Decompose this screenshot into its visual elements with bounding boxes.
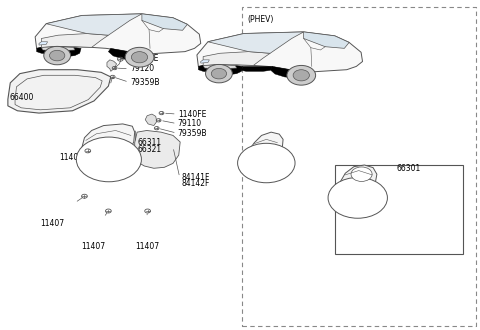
Circle shape (76, 137, 142, 182)
Circle shape (205, 64, 232, 83)
Circle shape (125, 48, 154, 67)
Circle shape (328, 178, 387, 218)
Text: 79359B: 79359B (178, 129, 207, 138)
Text: 66311: 66311 (137, 139, 161, 148)
Text: 11407: 11407 (135, 242, 159, 251)
Polygon shape (46, 14, 142, 35)
Circle shape (351, 167, 372, 182)
Text: 84141F: 84141F (181, 173, 209, 182)
Polygon shape (198, 65, 243, 75)
Polygon shape (145, 114, 157, 126)
Text: 79110: 79110 (178, 119, 202, 128)
Text: (PHEV): (PHEV) (247, 16, 274, 24)
Polygon shape (197, 32, 362, 72)
Polygon shape (208, 32, 304, 53)
Text: 84142F: 84142F (181, 179, 209, 188)
Polygon shape (241, 66, 273, 71)
Polygon shape (108, 48, 144, 60)
Circle shape (211, 68, 227, 79)
Text: 66318L: 66318L (351, 194, 380, 203)
Text: 1140FE: 1140FE (130, 54, 158, 63)
Polygon shape (82, 124, 135, 166)
Polygon shape (247, 132, 283, 169)
Polygon shape (270, 66, 306, 78)
Polygon shape (135, 130, 180, 168)
Polygon shape (304, 32, 349, 48)
Bar (242, 7, 476, 326)
Polygon shape (142, 14, 187, 30)
Polygon shape (337, 165, 377, 204)
Text: 66301: 66301 (397, 164, 421, 173)
Circle shape (287, 65, 316, 85)
Polygon shape (107, 60, 117, 71)
Polygon shape (41, 34, 108, 48)
Polygon shape (41, 47, 75, 50)
Polygon shape (39, 42, 48, 45)
Bar (335, 165, 463, 254)
Circle shape (132, 51, 148, 63)
Text: 79359B: 79359B (130, 78, 159, 87)
Polygon shape (201, 60, 209, 63)
Polygon shape (203, 51, 270, 65)
Polygon shape (8, 70, 111, 113)
Circle shape (293, 70, 310, 81)
Text: 11407: 11407 (40, 219, 64, 228)
Polygon shape (36, 47, 81, 56)
Text: 66321: 66321 (249, 156, 273, 166)
Text: 1140FE: 1140FE (178, 110, 206, 118)
Polygon shape (203, 65, 237, 69)
Text: 79120: 79120 (130, 64, 154, 73)
Polygon shape (35, 14, 201, 54)
Text: 66321: 66321 (137, 145, 161, 154)
Text: 66400: 66400 (9, 93, 34, 102)
Text: 11407: 11407 (81, 242, 105, 251)
Circle shape (49, 50, 65, 61)
Circle shape (44, 47, 71, 65)
Circle shape (238, 143, 295, 183)
Text: 11407: 11407 (59, 153, 83, 162)
